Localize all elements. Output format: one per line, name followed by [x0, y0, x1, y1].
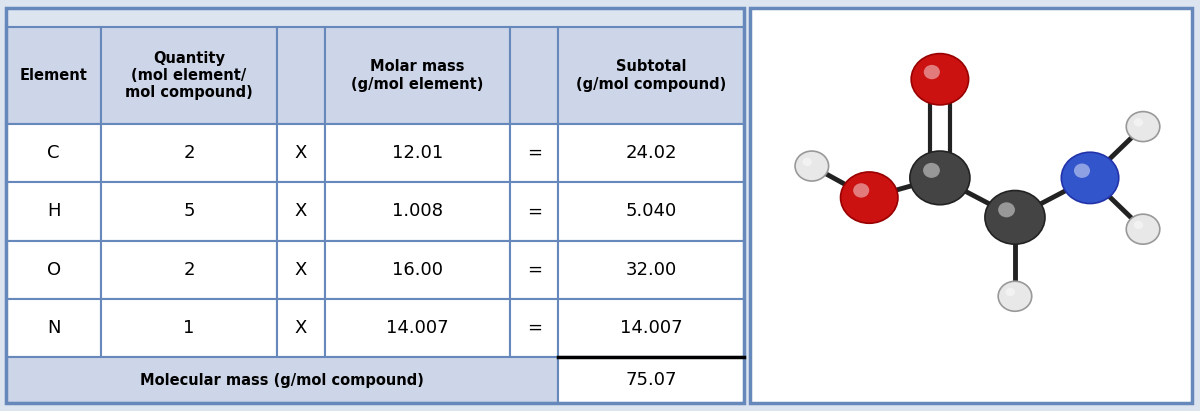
Bar: [325, 299, 510, 358]
Text: N: N: [47, 319, 60, 337]
Circle shape: [1074, 164, 1090, 178]
Circle shape: [910, 151, 970, 205]
Bar: [6, 27, 101, 124]
Bar: [558, 299, 744, 358]
Bar: [325, 182, 510, 240]
Bar: [558, 27, 744, 124]
Bar: [277, 124, 325, 182]
Circle shape: [840, 172, 898, 223]
Bar: [101, 124, 277, 182]
Text: 24.02: 24.02: [625, 144, 677, 162]
Bar: [510, 124, 558, 182]
Circle shape: [803, 158, 812, 166]
Bar: [6, 124, 101, 182]
Circle shape: [853, 183, 869, 198]
Circle shape: [924, 65, 940, 79]
Bar: [6, 358, 558, 403]
Text: 14.007: 14.007: [620, 319, 683, 337]
Circle shape: [1134, 221, 1144, 229]
Text: 1.008: 1.008: [392, 203, 443, 220]
Text: H: H: [47, 203, 60, 220]
Bar: [101, 240, 277, 299]
Text: X: X: [295, 144, 307, 162]
Circle shape: [1127, 112, 1160, 141]
Text: 14.007: 14.007: [386, 319, 449, 337]
Circle shape: [1134, 118, 1144, 127]
Circle shape: [998, 281, 1032, 311]
Bar: [6, 240, 101, 299]
Text: 16.00: 16.00: [392, 261, 443, 279]
Text: =: =: [527, 319, 542, 337]
Bar: [277, 182, 325, 240]
Text: 1: 1: [184, 319, 194, 337]
Bar: [558, 240, 744, 299]
Bar: [558, 358, 744, 403]
Circle shape: [998, 202, 1015, 217]
Bar: [6, 182, 101, 240]
Text: Molar mass
(g/mol element): Molar mass (g/mol element): [352, 59, 484, 92]
Bar: [325, 27, 510, 124]
Text: Molecular mass (g/mol compound): Molecular mass (g/mol compound): [140, 373, 424, 388]
Text: 2: 2: [184, 261, 194, 279]
Text: Subtotal
(g/mol compound): Subtotal (g/mol compound): [576, 59, 726, 92]
Bar: [510, 27, 558, 124]
Text: X: X: [295, 203, 307, 220]
Text: 2: 2: [184, 144, 194, 162]
Bar: [277, 299, 325, 358]
Text: C: C: [47, 144, 60, 162]
Text: 5: 5: [184, 203, 194, 220]
Bar: [325, 124, 510, 182]
Text: X: X: [295, 261, 307, 279]
Bar: [510, 299, 558, 358]
Text: =: =: [527, 261, 542, 279]
Text: O: O: [47, 261, 61, 279]
Text: 12.01: 12.01: [392, 144, 443, 162]
Bar: [510, 182, 558, 240]
Bar: [277, 240, 325, 299]
Circle shape: [985, 191, 1045, 244]
Bar: [558, 124, 744, 182]
Text: =: =: [527, 203, 542, 220]
Bar: [325, 240, 510, 299]
Circle shape: [1061, 152, 1118, 203]
Bar: [101, 299, 277, 358]
Circle shape: [1006, 288, 1015, 296]
Bar: [6, 299, 101, 358]
Circle shape: [796, 151, 829, 181]
Circle shape: [911, 53, 968, 105]
Text: Quantity
(mol element/
mol compound): Quantity (mol element/ mol compound): [125, 51, 253, 100]
Circle shape: [923, 163, 940, 178]
Bar: [101, 27, 277, 124]
Text: =: =: [527, 144, 542, 162]
Circle shape: [1127, 214, 1160, 244]
Text: 75.07: 75.07: [625, 371, 677, 389]
Text: X: X: [295, 319, 307, 337]
Bar: [558, 182, 744, 240]
Bar: [277, 27, 325, 124]
Text: Element: Element: [19, 68, 88, 83]
Text: 5.040: 5.040: [625, 203, 677, 220]
Bar: [101, 182, 277, 240]
Bar: [510, 240, 558, 299]
Text: 32.00: 32.00: [625, 261, 677, 279]
